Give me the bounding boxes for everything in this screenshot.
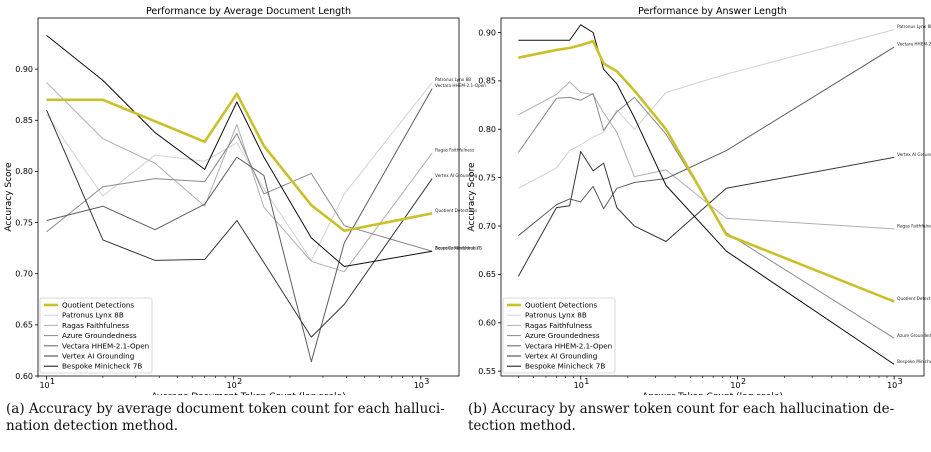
legend-label-quotient-detections: Quotient Detections (525, 301, 597, 310)
x-tick-exponent: 2 (741, 377, 746, 386)
chart-title: Performance by Answer Length (638, 6, 787, 17)
x-tick-exponent: 1 (584, 377, 589, 386)
y-axis-title: Accuracy Score (467, 162, 477, 232)
y-tick-label: 0.55 (478, 367, 496, 376)
series-line-patronus-lynx-8b (518, 29, 895, 189)
end-label-ragas-faithfulness: Ragas Faithfulness (435, 148, 474, 153)
legend-label-bespoke-minicheck-7b: Bespoke Minicheck 7B (62, 362, 142, 371)
series-line-azure-groundedness (46, 133, 433, 252)
caption-a: (a) Accuracy by average document token c… (6, 401, 445, 434)
chart-panel-2: Performance by Answer Length 0.55 0.60 0.65… (467, 6, 931, 395)
y-tick-label: 0.70 (15, 270, 33, 279)
legend-box (502, 297, 616, 374)
x-tick-label: 10 (574, 381, 584, 390)
y-tick-label: 0.60 (478, 319, 496, 328)
legend-label-bespoke-minicheck-7b: Bespoke Minicheck 7B (525, 362, 605, 371)
series-line-patronus-lynx-8b (46, 82, 433, 261)
series-line-ragas-faithfulness (518, 81, 895, 230)
legend-label-ragas-faithfulness: Ragas Faithfulness (62, 321, 129, 330)
series-line-vertex-ai-grounding (517, 151, 895, 277)
y-tick-label: 0.70 (478, 222, 496, 231)
y-tick-label: 0.60 (15, 372, 33, 381)
legend-label-azure-groundedness: Azure Groundedness (62, 331, 137, 340)
x-tick-exponent: 3 (898, 377, 903, 386)
series-line-quotient-detections (46, 92, 433, 233)
x-tick-label: 10 (227, 381, 237, 390)
x-axis-title: Answer Token Count (log scale) (642, 392, 783, 395)
end-label-ragas-faithfulness: Ragas Faithfulness (897, 223, 931, 228)
y-tick-label: 0.75 (15, 218, 33, 227)
legend-label-vectara-hhem-2-1-open: Vectara HHEM-2.1-Open (525, 341, 612, 350)
x-tick-exponent: 1 (50, 377, 55, 386)
legend-label-vectara-hhem-2-1-open: Vectara HHEM-2.1-Open (62, 341, 149, 350)
end-label-patronus-lynx-8b: Patronus Lynx 8B (435, 77, 471, 82)
x-tick-label: 10 (730, 381, 740, 390)
y-tick-label: 0.80 (478, 125, 496, 134)
legend-label-azure-groundedness: Azure Groundedness (525, 331, 600, 340)
series-line-vectara-hhem-2-1-open (518, 46, 895, 237)
end-label-vectara-hhem-2-1-open: Vectara HHEM-2.1-Open (897, 42, 931, 47)
y-tick-label: 0.65 (478, 270, 496, 279)
end-label-quotient-detections: Quotient Detections (897, 296, 931, 301)
y-tick-label: 0.85 (478, 77, 496, 86)
legend-label-ragas-faithfulness: Ragas Faithfulness (525, 321, 592, 330)
legend-label-quotient-detections: Quotient Detections (62, 301, 134, 310)
end-label-bespoke-minicheck-7b: Bespoke Minicheck 7B (897, 359, 931, 364)
chart-title: Performance by Average Document Length (146, 6, 351, 17)
y-axis-title: Accuracy Score (4, 162, 14, 232)
x-tick-label: 10 (414, 381, 424, 390)
y-tick-label: 0.65 (15, 321, 33, 330)
end-label-azure-groundedness: Azure Groundedness (435, 246, 478, 251)
y-tick-label: 0.90 (15, 65, 33, 74)
x-tick-exponent: 2 (237, 377, 242, 386)
y-tick-label: 0.75 (478, 173, 496, 182)
x-tick-label: 10 (39, 381, 49, 390)
legend-label-vertex-ai-grounding: Vertex AI Grounding (62, 352, 134, 361)
plot-frame (500, 17, 925, 377)
legend-label-patronus-lynx-8b: Patronus Lynx 8B (62, 311, 124, 320)
legend-label-vertex-ai-grounding: Vertex AI Grounding (525, 352, 597, 361)
legend-label-patronus-lynx-8b: Patronus Lynx 8B (525, 311, 587, 320)
y-tick-label: 0.80 (15, 167, 33, 176)
end-label-quotient-detections: Quotient Detections (435, 208, 477, 213)
end-label-azure-groundedness: Azure Groundedness (897, 333, 931, 338)
chart-panel-1: Performance by Average Document Length 0.… (4, 6, 486, 395)
legend-box (39, 297, 153, 374)
end-label-vertex-ai-grounding: Vertex AI Grounding (897, 152, 931, 157)
end-label-vertex-ai-grounding: Vertex AI Grounding (435, 173, 477, 178)
end-label-bespoke-minicheck-7b: Bespoke Minicheck 7B (435, 246, 482, 251)
end-label-vectara-hhem-2-1-open: Vectara HHEM-2.1-Open (435, 83, 486, 88)
x-tick-exponent: 3 (424, 377, 429, 386)
y-tick-label: 0.90 (478, 28, 496, 37)
caption-b: (b) Accuracy by answer token count for e… (468, 401, 895, 434)
series-line-ragas-faithfulness (46, 82, 433, 273)
x-axis-title: Average Document Token Count (log scale) (151, 392, 345, 395)
charts-canvas: Performance by Average Document Length 0.… (4, 6, 931, 395)
plot-frame (37, 17, 460, 377)
end-label-patronus-lynx-8b: Patronus Lynx 8B (897, 24, 931, 29)
y-tick-label: 0.85 (15, 116, 33, 125)
x-tick-label: 10 (887, 381, 897, 390)
